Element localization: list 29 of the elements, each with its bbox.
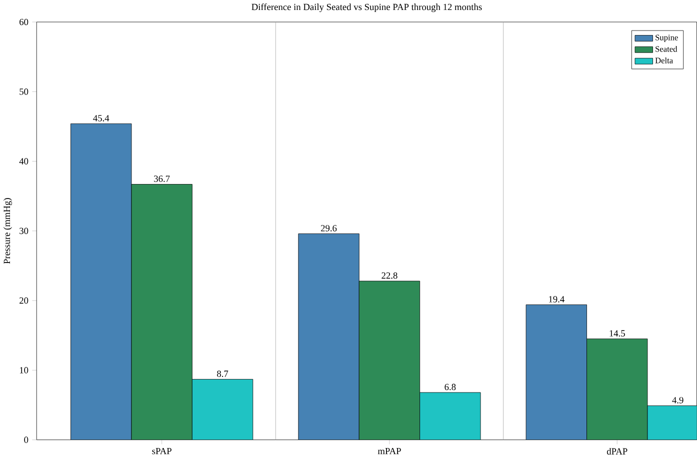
data-label: 6.8 xyxy=(444,384,456,390)
data-label: 36.7 xyxy=(154,176,170,182)
bar xyxy=(420,392,481,440)
data-label: 8.7 xyxy=(217,370,228,377)
legend-label: Seated xyxy=(656,46,678,52)
data-label: 14.5 xyxy=(610,330,625,337)
y-tick-label: 60 xyxy=(20,18,28,26)
y-axis-title: Pressure (mmHg) xyxy=(3,198,12,264)
y-tick-label: 20 xyxy=(20,297,28,304)
bar xyxy=(358,280,420,440)
x-tick-label: mPAP xyxy=(378,448,401,454)
y-tick-label: 30 xyxy=(20,228,28,234)
chart-title: Difference in Daily Seated vs Supine PAP through 12 months xyxy=(252,3,482,12)
data-label: 22.8 xyxy=(382,272,398,279)
y-tick-label: 0 xyxy=(24,436,28,443)
legend-label: Delta xyxy=(655,57,673,64)
y-tick-label: 10 xyxy=(20,367,28,374)
data-label: 45.4 xyxy=(93,115,110,122)
x-tick-label: dPAP xyxy=(606,448,628,455)
legend-label: Supine xyxy=(656,34,678,42)
data-label: 29.6 xyxy=(320,225,337,232)
data-label: 4.9 xyxy=(672,397,684,404)
x-tick-label: sPAP xyxy=(152,448,172,454)
y-tick-label: 40 xyxy=(19,158,28,164)
data-label: 19.4 xyxy=(549,296,564,302)
bar xyxy=(192,379,254,440)
bar xyxy=(586,338,648,440)
y-tick-label: 50 xyxy=(20,88,28,95)
bar xyxy=(131,184,192,440)
